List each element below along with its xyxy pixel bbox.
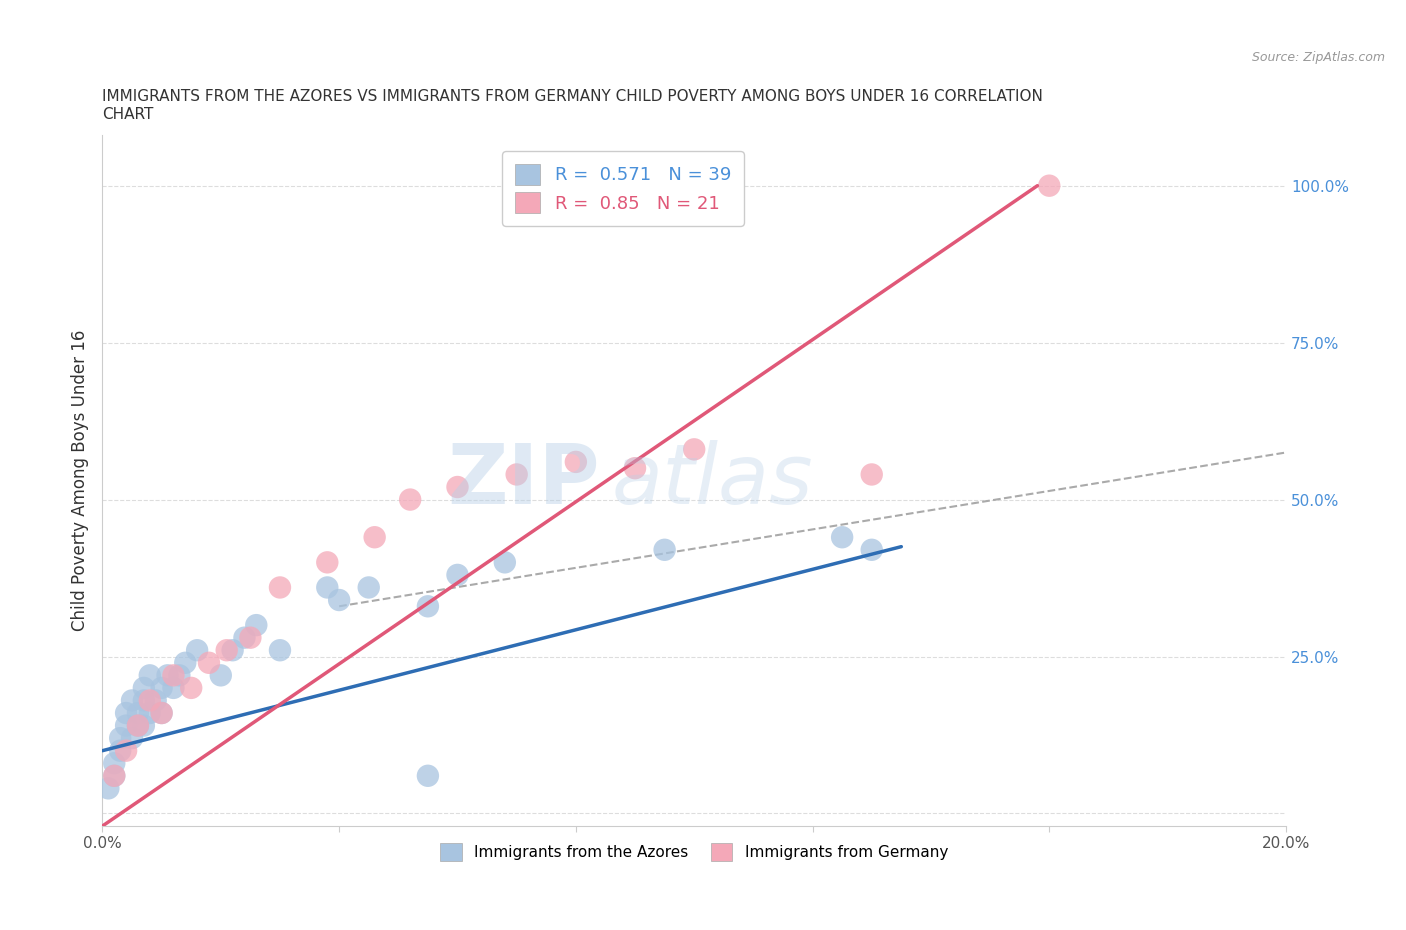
Point [494, 555, 516, 570]
Point [150, 681, 173, 696]
Point [446, 567, 468, 582]
Point [139, 668, 162, 683]
Text: ZIP: ZIP [447, 440, 599, 521]
Point [269, 580, 291, 595]
Point [108, 731, 131, 746]
Point [156, 668, 179, 683]
Point [127, 718, 149, 733]
Point [328, 592, 350, 607]
Point [831, 530, 853, 545]
Point [132, 718, 155, 733]
Point [357, 580, 380, 595]
Point [180, 681, 202, 696]
Point [505, 467, 527, 482]
Y-axis label: Child Poverty Among Boys Under 16: Child Poverty Among Boys Under 16 [72, 330, 89, 631]
Point [416, 599, 439, 614]
Point [139, 706, 162, 721]
Point [103, 768, 125, 783]
Point [139, 693, 162, 708]
Text: Source: ZipAtlas.com: Source: ZipAtlas.com [1251, 51, 1385, 64]
Point [162, 681, 184, 696]
Point [169, 668, 191, 683]
Point [121, 693, 143, 708]
Point [145, 693, 167, 708]
Point [132, 681, 155, 696]
Point [115, 706, 138, 721]
Point [132, 693, 155, 708]
Point [198, 656, 221, 671]
Legend: Immigrants from the Azores, Immigrants from Germany: Immigrants from the Azores, Immigrants f… [434, 837, 955, 867]
Point [316, 580, 339, 595]
Point [108, 743, 131, 758]
Point [446, 480, 468, 495]
Point [127, 718, 149, 733]
Point [624, 460, 647, 475]
Point [209, 668, 232, 683]
Point [316, 555, 339, 570]
Text: atlas: atlas [612, 440, 813, 521]
Point [239, 631, 262, 645]
Point [215, 643, 238, 658]
Point [115, 743, 138, 758]
Point [186, 643, 208, 658]
Text: IMMIGRANTS FROM THE AZORES VS IMMIGRANTS FROM GERMANY CHILD POVERTY AMONG BOYS U: IMMIGRANTS FROM THE AZORES VS IMMIGRANTS… [103, 89, 1043, 122]
Point [245, 618, 267, 632]
Point [162, 668, 184, 683]
Point [269, 643, 291, 658]
Point [1038, 179, 1060, 193]
Point [565, 455, 588, 470]
Point [97, 781, 120, 796]
Point [233, 631, 256, 645]
Point [399, 492, 422, 507]
Point [654, 542, 676, 557]
Point [150, 706, 173, 721]
Point [121, 731, 143, 746]
Point [127, 706, 149, 721]
Point [150, 706, 173, 721]
Point [115, 718, 138, 733]
Point [174, 656, 197, 671]
Point [860, 467, 883, 482]
Point [683, 442, 706, 457]
Point [103, 756, 125, 771]
Point [221, 643, 243, 658]
Point [363, 530, 385, 545]
Point [416, 768, 439, 783]
Point [860, 542, 883, 557]
Point [103, 768, 125, 783]
